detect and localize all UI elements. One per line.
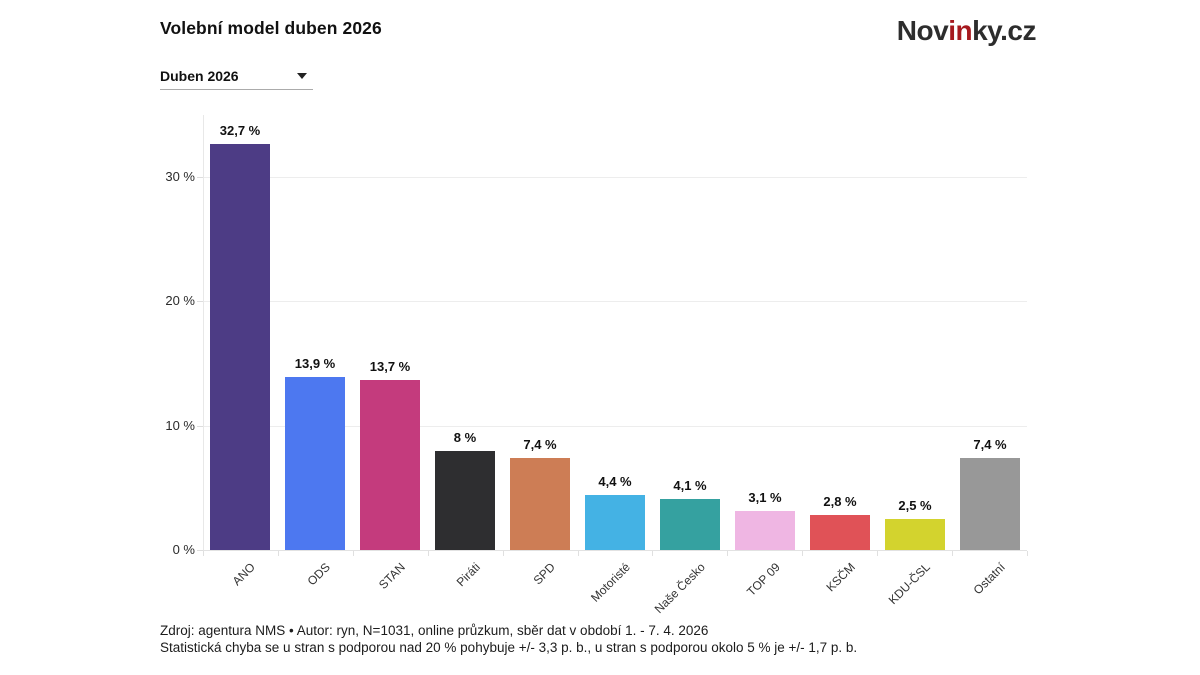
novinky-logo[interactable]: Novinky.cz (896, 15, 1037, 47)
caret-down-icon (297, 73, 307, 79)
gridline-20 (203, 301, 1027, 302)
gridline-10 (203, 426, 1027, 427)
x-axis-tick-mark (578, 551, 579, 556)
y-axis-tick-label: 10 % (165, 418, 195, 433)
footnote-error-line: Statistická chyba se u stran s podporou … (160, 639, 858, 655)
bar-STAN[interactable] (360, 380, 420, 550)
bar-value-label: 8 % (453, 430, 477, 445)
x-axis-tick-mark (428, 551, 429, 556)
bar-Piráti[interactable] (435, 451, 495, 550)
bar-KSČM[interactable] (810, 515, 870, 550)
bar-KDU-ČSL[interactable] (885, 519, 945, 550)
chart-footnote: Zdroj: agentura NMS • Autor: ryn, N=1031… (160, 623, 1060, 656)
bar-Ostatní[interactable] (960, 458, 1020, 550)
bar-value-label: 32,7 % (219, 123, 261, 138)
bar-value-label: 2,5 % (898, 498, 932, 513)
gridline-30 (203, 177, 1027, 178)
bar-value-label: 3,1 % (748, 490, 782, 505)
x-axis-tick-mark (652, 551, 653, 556)
bar-value-label: 4,4 % (598, 474, 632, 489)
bar-value-label: 2,8 % (823, 494, 857, 509)
bar-value-label: 13,7 % (369, 359, 411, 374)
bar-value-label: 7,4 % (973, 437, 1007, 452)
bar-ODS[interactable] (285, 377, 345, 550)
footnote-source-line: Zdroj: agentura NMS • Autor: ryn, N=1031… (160, 623, 709, 638)
x-axis-tick-mark (1027, 551, 1028, 556)
y-axis-tick-mark (197, 177, 203, 178)
x-axis-tick-mark (503, 551, 504, 556)
page-title: Volební model duben 2026 (160, 18, 382, 38)
y-axis-tick-mark (197, 426, 203, 427)
y-axis-tick-label: 20 % (165, 293, 195, 308)
y-axis-tick-label: 0 % (172, 542, 195, 557)
y-axis-tick-mark (197, 550, 203, 551)
bar-value-label: 13,9 % (294, 356, 336, 371)
x-axis-tick-mark (727, 551, 728, 556)
period-dropdown-value: Duben 2026 (160, 68, 239, 84)
y-axis-line (203, 115, 204, 550)
x-axis-tick-mark (877, 551, 878, 556)
gridline-0 (203, 550, 1027, 551)
bar-value-label: 4,1 % (673, 478, 707, 493)
bar-Naše-Česko[interactable] (660, 499, 720, 550)
logo-part-2: ky.cz (972, 15, 1036, 46)
y-axis-tick-mark (197, 301, 203, 302)
bar-Motoristé[interactable] (585, 495, 645, 550)
x-axis-tick-mark (203, 551, 204, 556)
x-axis-tick-mark (802, 551, 803, 556)
x-axis-tick-mark (278, 551, 279, 556)
period-dropdown[interactable]: Duben 2026 (160, 63, 313, 90)
y-axis-tick-label: 30 % (165, 169, 195, 184)
bar-TOP-09[interactable] (735, 511, 795, 550)
logo-part-1: Nov (896, 15, 949, 46)
x-axis-tick-mark (952, 551, 953, 556)
bar-SPD[interactable] (510, 458, 570, 550)
bar-value-label: 7,4 % (523, 437, 557, 452)
logo-part-accent: in (948, 15, 973, 46)
bar-ANO[interactable] (210, 144, 270, 550)
x-axis-tick-mark (353, 551, 354, 556)
